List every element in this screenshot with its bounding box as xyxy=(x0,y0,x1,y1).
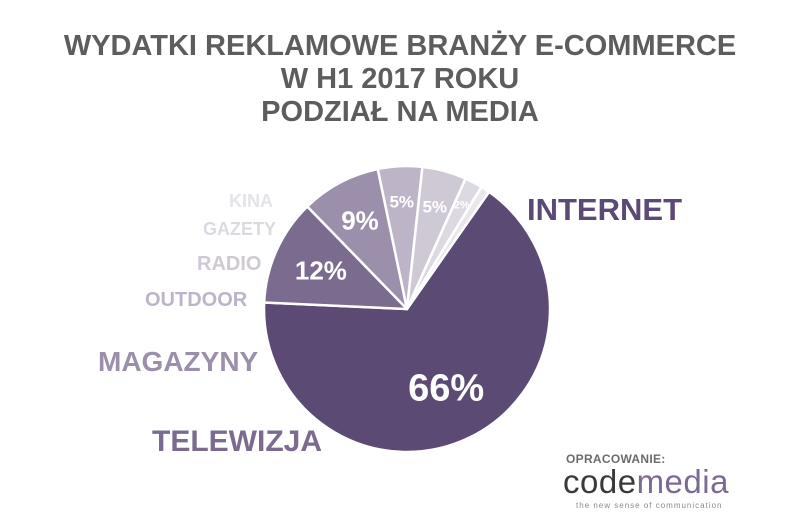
logo-code: code xyxy=(563,463,637,500)
value-label-internet: 66% xyxy=(408,368,484,410)
pie-slice-magazyny xyxy=(306,167,409,311)
value-label-magazyny: 9% xyxy=(341,206,379,236)
category-label-gazety: GAZETY xyxy=(203,219,276,239)
logo-media: media xyxy=(636,463,729,500)
category-label-internet: INTERNET xyxy=(527,192,682,227)
chart-title: WYDATKI REKLAMOWE BRANŻY E-COMMERCE W H1… xyxy=(0,30,800,129)
value-label-radio: 5% xyxy=(422,197,447,216)
category-label-telewizja: TELEWIZJA xyxy=(152,425,322,458)
credit-label: OPRACOWANIE: xyxy=(566,452,666,466)
category-label-outdoor: OUTDOOR xyxy=(145,289,248,311)
value-label-gazety: 2% xyxy=(454,199,470,211)
category-label-radio: RADIO xyxy=(197,253,261,275)
pie-slice-internet xyxy=(262,190,552,454)
value-label-telewizja: 12% xyxy=(295,255,347,285)
logo-tagline: the new sense of communication xyxy=(576,501,723,510)
value-label-outdoor: 5% xyxy=(389,192,414,211)
category-label-magazyny: MAGAZYNY xyxy=(98,346,259,377)
category-label-kina: KINA xyxy=(229,191,273,211)
pie-slice-kina xyxy=(405,185,491,311)
pie-slice-telewizja xyxy=(262,205,409,311)
codemedia-logo: codemedia xyxy=(563,462,729,502)
title-line-1: WYDATKI REKLAMOWE BRANŻY E-COMMERCE xyxy=(63,30,737,62)
title-line-3: PODZIAŁ NA MEDIA xyxy=(261,96,539,128)
title-line-2: W H1 2017 ROKU xyxy=(280,63,520,95)
